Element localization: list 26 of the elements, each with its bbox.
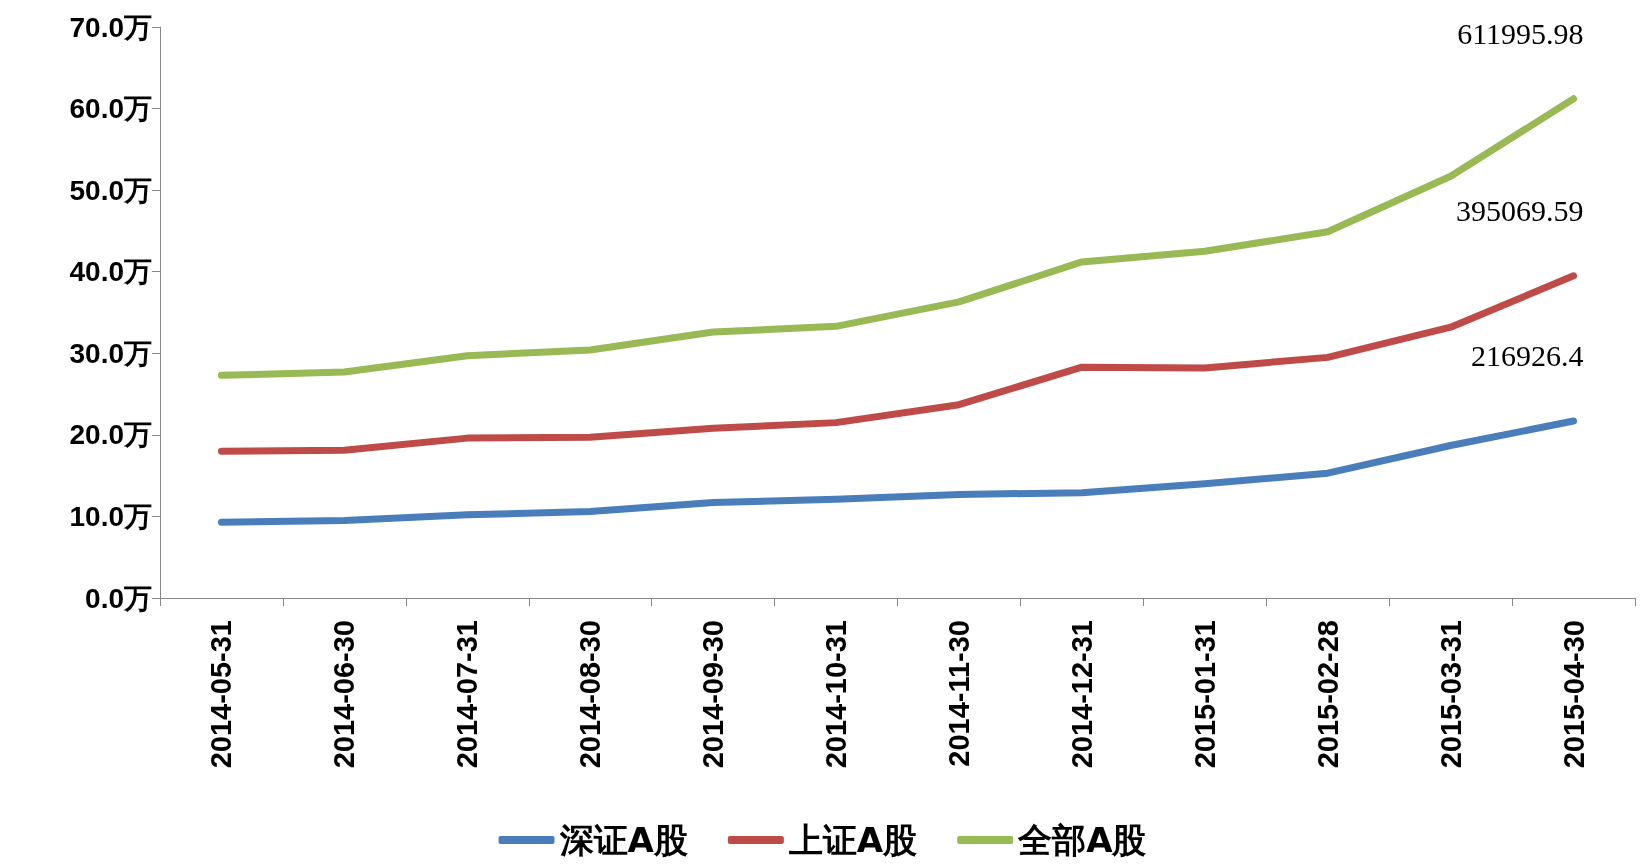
y-tick-label: 30.0万	[69, 337, 152, 369]
x-tick-label: 2015-02-28	[1311, 620, 1344, 769]
annotation: 395069.59	[1456, 194, 1584, 228]
x-tick-label: 2015-03-31	[1434, 620, 1467, 769]
legend-label: 深证A股	[558, 820, 688, 860]
legend-label: 上证A股	[787, 820, 918, 860]
x-tick-label: 2015-01-31	[1188, 620, 1221, 769]
x-tick-label: 2015-04-30	[1557, 620, 1590, 769]
x-tick-label: 2014-10-31	[820, 620, 853, 769]
annotation: 216926.4	[1471, 339, 1584, 373]
annotation: 611995.98	[1457, 17, 1584, 51]
y-tick-label: 50.0万	[69, 174, 152, 206]
y-tick-label: 40.0万	[69, 256, 152, 288]
x-tick-label: 2014-07-31	[451, 620, 484, 769]
x-tick-label: 2014-05-31	[205, 620, 238, 769]
legend-label: 全部A股	[1017, 820, 1147, 860]
y-tick-label: 0.0万	[85, 582, 152, 614]
y-tick-label: 70.0万	[69, 11, 152, 43]
x-tick-label: 2014-08-30	[574, 620, 607, 769]
y-tick-label: 10.0万	[69, 500, 152, 532]
x-tick-label: 2014-06-30	[328, 620, 361, 769]
x-tick-label: 2014-11-30	[942, 620, 975, 767]
x-tick-label: 2014-09-30	[697, 620, 730, 769]
y-tick-label: 60.0万	[69, 93, 152, 125]
x-tick-label: 2014-12-31	[1065, 620, 1098, 769]
y-tick-label: 20.0万	[69, 419, 152, 451]
